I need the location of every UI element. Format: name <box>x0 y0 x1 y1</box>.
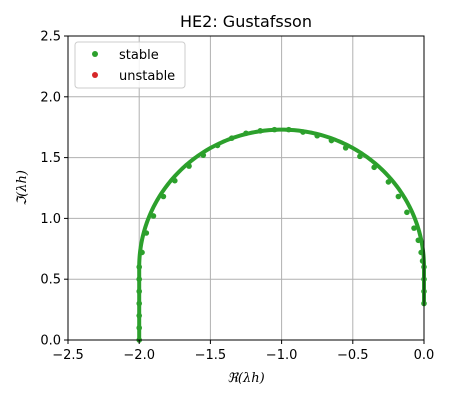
x-axis-label: ℜ(λh) <box>227 371 264 386</box>
y-axis-label: ℑ(λh) <box>15 170 30 206</box>
stable-point <box>418 249 424 256</box>
stable-point <box>314 132 321 139</box>
stable-point <box>150 213 157 219</box>
y-tick-label: 0.5 <box>40 273 61 288</box>
y-tick-label: 1.0 <box>40 212 61 227</box>
stable-point <box>243 130 249 137</box>
stable-boundary-curve <box>137 127 426 342</box>
stable-point <box>160 193 167 200</box>
stable-point <box>136 264 142 270</box>
x-tick-label: −2.0 <box>123 348 155 363</box>
legend: stable unstable <box>74 41 186 89</box>
x-tick-label: −2.5 <box>52 348 84 363</box>
stable-point <box>395 193 402 200</box>
stable-point <box>357 153 363 160</box>
stable-point <box>328 137 335 144</box>
y-tick-label: 1.5 <box>40 151 61 166</box>
stable-point <box>186 163 192 169</box>
stable-point <box>228 135 235 141</box>
stable-point <box>214 142 221 149</box>
stable-point <box>404 209 410 216</box>
ticks: −2.5 −2.0 −1.5 −1.0 −0.5 0.0 0.0 0.5 1.0 1.5 2.0 2.… <box>40 30 434 364</box>
stable-point <box>385 179 392 185</box>
legend-marker-unstable <box>92 72 98 78</box>
x-tick-label: 0.0 <box>414 348 435 363</box>
stable-point <box>200 152 207 158</box>
legend-marker-stable <box>92 51 98 57</box>
y-tick-label: 2.5 <box>40 30 61 45</box>
stable-point <box>415 237 422 244</box>
stable-point <box>285 126 292 133</box>
stable-point <box>136 288 142 295</box>
x-tick-label: −1.0 <box>266 348 298 363</box>
stable-point <box>411 225 417 231</box>
stable-point <box>139 249 145 256</box>
y-tick-label: 0.0 <box>40 334 61 349</box>
stable-point <box>172 177 178 184</box>
stable-point <box>300 129 306 135</box>
stable-point <box>257 128 264 134</box>
y-tick-label: 2.0 <box>40 90 61 105</box>
legend-label-stable: stable <box>119 48 159 63</box>
chart-title: HE2: Gustafsson <box>180 12 312 31</box>
stable-point <box>136 276 142 283</box>
stable-point <box>136 300 142 307</box>
stable-point <box>419 258 426 264</box>
stable-point <box>143 230 150 236</box>
stable-point <box>342 145 349 151</box>
plot-frame <box>67 35 425 341</box>
x-tick-label: −0.5 <box>337 348 369 363</box>
legend-label-unstable: unstable <box>119 69 175 84</box>
stable-point <box>271 126 278 133</box>
stable-point <box>371 164 377 171</box>
stable-point <box>136 312 142 319</box>
legend-box <box>74 41 186 89</box>
stable-point <box>136 325 142 331</box>
x-tick-label: −1.5 <box>195 348 227 363</box>
